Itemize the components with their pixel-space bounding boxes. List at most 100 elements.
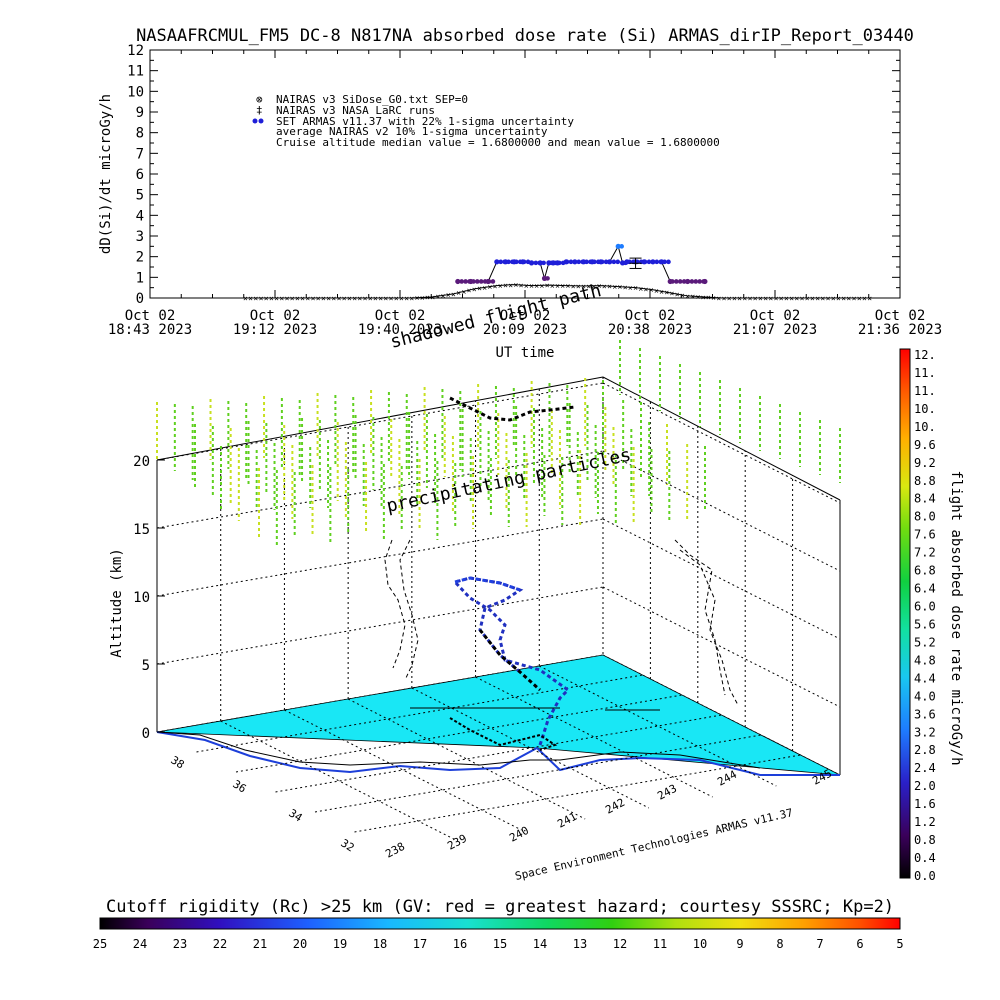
cutoff-rigidity-title: Cutoff rigidity (Rc) >25 km (GV: red = g… [106,897,894,917]
longitude-tick-label: 241 [555,810,579,831]
nairas-point: × [826,294,831,303]
dose-colorbar-tick-label: 7.2 [914,546,936,560]
armas-point-fill [506,259,511,265]
longitude-tick-label: 238 [383,840,407,861]
rigidity-colorbar-tick-label: 7 [816,937,823,951]
armas-point-fill [560,260,566,266]
nairas-point: × [404,294,409,303]
latitude-tick-label: 36 [230,778,248,796]
nairas-point: × [602,282,607,291]
altitude-tick-label: 5 [142,658,150,674]
armas-point-fill [666,259,671,265]
nairas-point: × [742,294,747,303]
nairas-point: × [529,282,534,291]
nairas-point: × [576,282,581,291]
armas-point-fill [701,279,706,284]
floor-gridline [539,665,777,787]
armas-point-fill [564,259,570,265]
longitude-tick-label: 240 [507,824,531,845]
armas-point-fill [498,259,504,265]
armas-point-fill [490,279,496,284]
rigidity-colorbar-gradient [99,917,901,930]
armas-point-fill [533,260,539,266]
top-x-tick-date: Oct 02 [625,308,676,324]
armas-point-fill [525,259,531,265]
nairas-point: × [550,281,555,290]
armas-point-fill [549,260,554,266]
nairas-point: × [810,294,815,303]
nairas-point: × [430,293,435,302]
nairas-point: × [326,294,331,303]
nairas-point: × [670,289,675,298]
nairas-point: × [618,283,623,292]
armas-point-fill [467,279,472,284]
top-y-tick-label: 0 [136,291,144,307]
top-y-axis-label: dD(Si)/dt microGy/h [98,94,114,254]
armas-point-fill [592,259,597,265]
nairas-point: × [290,294,295,303]
dose-colorbar-tick-label: 10. [914,420,936,434]
longitude-tick-label: 243 [655,782,679,803]
dose-colorbar-tick-label: 0.8 [914,833,936,847]
nairas-point: × [722,294,727,303]
nairas-point: × [779,294,784,303]
nairas-point: × [571,282,576,291]
nairas-point: × [493,282,498,291]
nairas-point: × [342,294,347,303]
nairas-point: × [566,282,571,291]
legend-entry-set-armas: SET ARMAS v11.37 with 22% 1-sigma uncert… [276,115,574,128]
armas-point-fill [642,259,648,265]
nairas-point: × [347,294,352,303]
dose-colorbar-tick-label: 3.6 [914,707,936,721]
left-wall-shadow-2 [399,539,419,681]
top-projection-path [449,396,576,422]
dose-colorbar-tick-label: 4.4 [914,671,936,685]
floor-gridline [235,694,683,773]
flight-path-3d [452,576,571,746]
armas-point-fill [681,279,687,284]
dose-colorbar-tick-label: 2.0 [914,779,936,793]
armas-point-fill [463,279,468,284]
rigidity-colorbar-tick-label: 24 [133,937,147,951]
nairas-point: × [357,294,362,303]
armas-point-fill [611,259,617,265]
nairas-point: × [389,294,394,303]
frame-top-back-right [602,376,841,501]
nairas-point: × [451,290,456,299]
dose-colorbar-tick-label: 12. [914,348,936,362]
rigidity-colorbar-tick-label: 10 [693,937,707,951]
dose-colorbar-tick-label: 8.0 [914,510,936,524]
armas-point-fill [576,259,582,265]
armas-point-fill [670,279,675,284]
dose-colorbar-tick-label: 8.4 [914,492,936,506]
nairas-point: × [331,294,336,303]
armas-point-fill [658,259,663,265]
rigidity-colorbar-tick-label: 23 [173,937,187,951]
top-x-tick-time: 21:36 2023 [858,322,942,338]
nairas-point: × [456,289,461,298]
nairas-point: × [441,291,446,300]
nairas-point: × [545,281,550,290]
top-x-axis-label: UT time [495,345,554,361]
nairas-point: × [800,294,805,303]
dose-colorbar-gradient [899,348,911,879]
wall-gridline-left [156,586,604,665]
top-legend: ⊗ NAIRAS v3 SiDose_G0.txt SEP=0 ‡ NAIRAS… [252,93,720,149]
wall-gridline-right [602,586,841,708]
dose-colorbar-tick-label: 0.0 [914,869,936,883]
nairas-point: × [425,293,430,302]
flight-path-cruise [454,576,521,592]
nairas-point: × [592,282,597,291]
nairas-point: × [352,294,357,303]
rigidity-colorbar-tick-label: 22 [213,937,227,951]
wall-gridline-right [602,382,841,504]
armas-point-fill [517,259,523,265]
nairas-point: × [378,294,383,303]
top-x-tick-time: 18:43 2023 [108,322,192,338]
dose-colorbar-tick-label: 4.8 [914,653,936,667]
nairas-point: × [841,294,846,303]
armas-point-fill [646,259,652,265]
nairas-point: × [420,293,425,302]
nairas-point: × [690,292,695,301]
nairas-point: × [644,285,649,294]
